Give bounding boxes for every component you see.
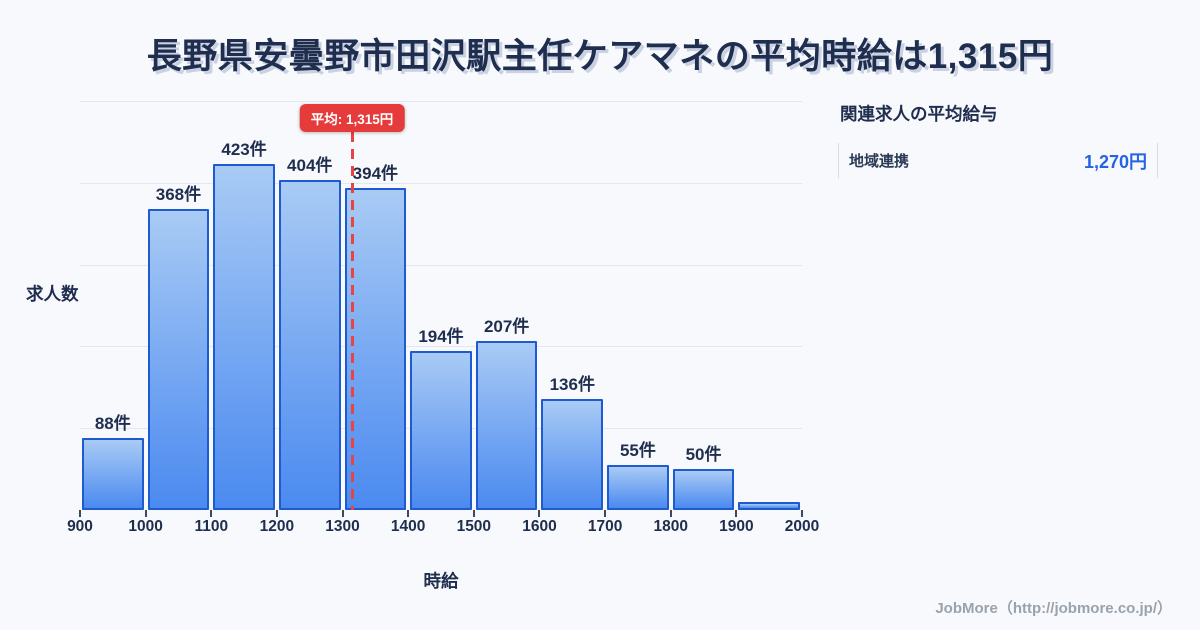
histogram-bar	[82, 438, 144, 510]
x-axis-title: 時給	[423, 571, 459, 591]
average-badge: 平均: 1,315円	[299, 104, 405, 132]
bar-value-label: 404件	[287, 155, 333, 175]
bar-value-label: 55件	[619, 441, 656, 461]
bar-value-label: 394件	[352, 163, 399, 183]
histogram-bar	[607, 465, 669, 510]
x-axis-tick	[79, 510, 81, 517]
side-row-value: 1,270円	[1083, 151, 1147, 172]
bar-value-label: 194件	[418, 327, 464, 347]
histogram-bar	[147, 208, 210, 510]
histogram-bar	[213, 164, 275, 510]
x-axis-tick	[341, 510, 344, 517]
x-axis-tick-label: 1700	[587, 518, 623, 535]
bar-value-label: 207件	[483, 316, 530, 336]
footer-credit: JobMore（http://jobmore.co.jp/）	[935, 600, 1172, 617]
x-axis-tick-label: 1600	[522, 518, 557, 535]
histogram-bar	[541, 398, 604, 510]
histogram-bar	[278, 179, 341, 510]
x-axis-tick-label: 1300	[325, 518, 360, 535]
bar-value-label: 136件	[549, 374, 595, 394]
page-title: 長野県安曇野市田沢駅主任ケアマネの平均時給は1,315円	[146, 37, 1054, 76]
histogram-bar	[475, 340, 538, 510]
gridline	[80, 182, 802, 184]
x-axis-tick	[538, 510, 541, 517]
bar-value-label: 50件	[685, 445, 722, 465]
histogram-plot: 88件 368件 423件 404件 394件 194件 207件 136件 55件 50件 900…	[67, 101, 819, 535]
histogram-bar	[672, 469, 735, 510]
histogram-bar	[344, 187, 407, 510]
gridline	[80, 346, 802, 348]
side-panel-header: 関連求人の平均給与	[840, 104, 998, 124]
x-axis-tick-label: 1900	[719, 518, 754, 535]
x-axis-tick-label: 1400	[390, 518, 426, 535]
x-axis-tick	[210, 510, 213, 517]
side-row-label: 地域連携	[849, 153, 910, 170]
x-axis-tick	[604, 510, 607, 517]
x-axis-tick	[472, 510, 475, 517]
x-axis-tick	[669, 510, 672, 517]
x-axis-tick	[275, 510, 278, 517]
gridline	[80, 264, 802, 266]
bar-value-label: 368件	[155, 184, 202, 204]
x-axis-tick-label: 1200	[259, 518, 295, 535]
average-line	[350, 132, 355, 510]
x-axis-tick-label: 1800	[653, 518, 688, 535]
y-axis-title: 求人数	[26, 284, 79, 304]
x-axis-tick-label: 900	[67, 518, 93, 535]
x-axis-tick	[801, 510, 803, 517]
x-axis-tick	[144, 510, 147, 517]
x-axis-tick	[407, 510, 410, 517]
histogram-bar	[410, 351, 472, 510]
x-axis-tick-label: 1000	[128, 518, 163, 535]
histogram-bar	[738, 501, 800, 510]
gridline	[80, 101, 802, 102]
x-axis-tick-label: 1500	[456, 518, 492, 535]
side-panel-row: 地域連携 1,270円	[838, 143, 1158, 178]
x-axis-tick-label: 2000	[784, 518, 820, 535]
x-axis-tick	[735, 510, 738, 517]
x-axis-tick-label: 1100	[194, 518, 229, 535]
bar-value-label: 423件	[221, 140, 267, 159]
bar-value-label: 88件	[94, 414, 131, 434]
